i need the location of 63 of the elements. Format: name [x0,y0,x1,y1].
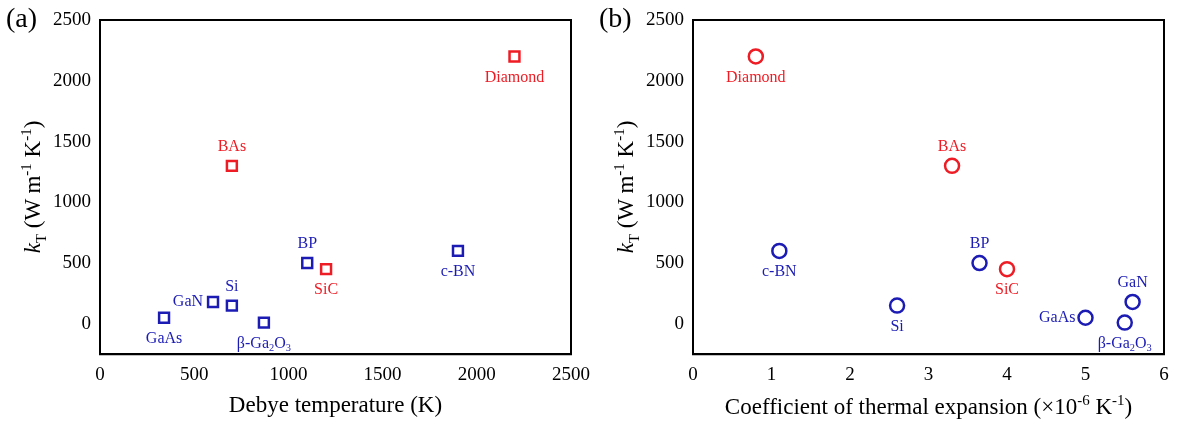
x-tick-label: 2500 [552,362,590,384]
point [888,297,906,314]
annotation: GaN [1117,273,1149,291]
annotation: c-BN [440,262,476,280]
annotation: GaAs [1039,307,1076,325]
point [301,256,314,270]
point [747,48,765,65]
y-tick-label: 2000 [53,68,91,90]
annotation: Diamond [726,67,786,85]
annotation: BAs [937,137,967,155]
x-tick-label: 0 [688,362,698,384]
x-tick-label: 1500 [363,362,402,384]
point [943,157,961,175]
point [157,311,171,324]
x-tick-label: 2 [845,362,855,384]
annotation: GaN [172,292,204,310]
point [771,242,788,260]
chart-title: (b) [599,2,632,34]
y-tick-label: 2500 [53,7,91,29]
annotation: BP [297,234,318,252]
point [1116,314,1133,331]
annotation: BAs [217,137,247,155]
x-tick-label: 0 [95,362,105,384]
x-tick-label: 6 [1159,362,1169,384]
y-tick-label: 2000 [646,68,684,90]
y-tick-label: 500 [62,251,91,273]
x-tick-label: 1 [766,362,777,384]
y-tick-label: 1500 [53,129,91,151]
annotation: SiC [314,280,339,298]
x-tick-label: 4 [1002,362,1013,384]
point [1124,293,1141,311]
x-tick-label: 500 [179,362,209,384]
y-tick-label: 1000 [53,190,91,212]
y-tick-label: 2500 [646,7,684,29]
annotation: GaAs [145,328,183,346]
point [998,260,1016,278]
point [508,50,521,63]
point [319,262,333,276]
annotation: SiC [994,280,1020,298]
y-tick-label: 1500 [646,129,684,151]
annotation: BP [969,234,990,252]
annotation: Si [225,276,240,294]
annotation: Diamond [484,67,545,85]
x-axis-title: Coefficient of thermal expansion (×10$^{-6}$ K$^{-1}$) [724,392,1133,420]
y-tick-label: 500 [655,251,684,273]
y-tick-label: 0 [674,311,684,333]
x-tick-label: 2000 [457,362,496,384]
annotation: Si [890,316,905,334]
x-tick-label: 1000 [269,362,308,384]
point [451,244,465,258]
point [257,316,271,329]
x-tick-label: 5 [1080,362,1091,384]
x-tick-label: 3 [923,362,934,384]
point [206,295,220,309]
point [225,299,239,312]
point [971,254,988,272]
annotation: c-BN [762,262,798,280]
point [1077,309,1094,326]
chart-title: (a) [6,2,38,34]
point [225,159,239,173]
y-tick-label: 0 [81,311,91,333]
x-axis-title: Debye temperature (K) [228,392,443,419]
y-tick-label: 1000 [646,190,684,212]
